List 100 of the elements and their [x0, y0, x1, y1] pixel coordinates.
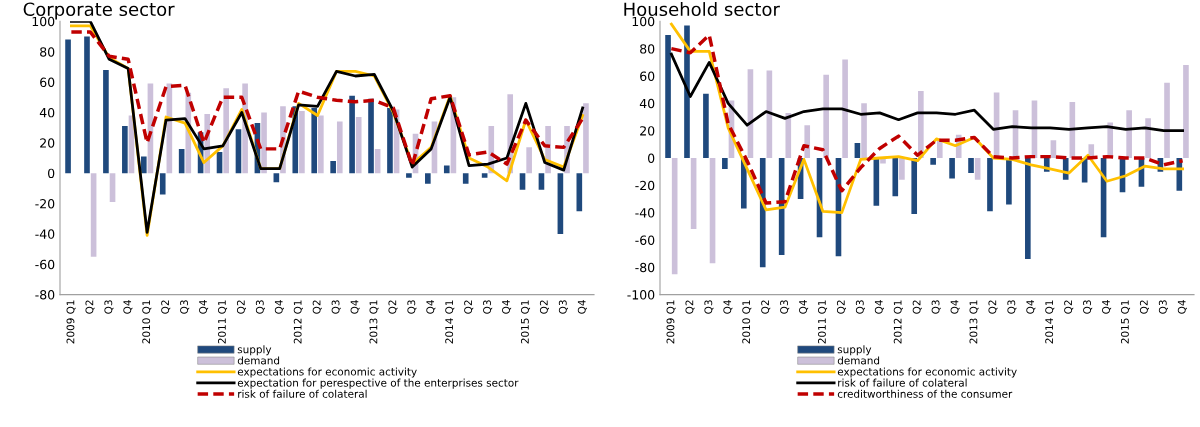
x-tick-label: 2011 Q1: [817, 300, 828, 344]
bar: [804, 125, 811, 158]
bar: [1183, 65, 1189, 158]
bar: [538, 173, 545, 190]
x-tick-label: Q2: [161, 300, 171, 314]
bar: [299, 110, 305, 174]
x-tick-label: 2010 Q1: [742, 300, 752, 344]
legend-label: demand: [837, 356, 880, 365]
bar: [122, 126, 128, 174]
x-tick-label: Q2: [685, 300, 695, 314]
legend-label: expectation for perespective of the enterprises sector: [237, 378, 519, 389]
y-tick-label: 20: [40, 138, 55, 148]
y-tick-label: 40: [39, 107, 55, 118]
line-series: [669, 52, 1185, 133]
legend-label: expectations for economic activity: [237, 367, 417, 378]
y-tick-label: 40: [639, 98, 655, 109]
x-tick-label: Q2: [464, 300, 474, 314]
y-tick-label: -60: [635, 235, 655, 245]
x-tick-label: 2009 Q1: [666, 300, 676, 344]
x-tick-label: Q4: [874, 300, 884, 314]
bar: [519, 173, 526, 190]
y-tick-label: 80: [40, 47, 55, 57]
bar: [1050, 140, 1057, 158]
bar: [861, 103, 867, 158]
y-tick-label: 100: [632, 16, 655, 27]
x-tick-label: Q4: [123, 300, 133, 314]
x-tick-label: 2012 Q1: [293, 300, 303, 344]
x-tick-label: Q2: [312, 300, 322, 314]
x-tick-label: Q3: [331, 300, 341, 314]
bar: [823, 74, 829, 158]
x-tick-label: Q3: [483, 300, 493, 314]
x-tick-label: Q3: [1083, 300, 1093, 314]
y-tick-label: 0: [48, 168, 55, 179]
x-tick-label: 2012 Q1: [893, 300, 903, 344]
x-tick-label: Q3: [780, 300, 790, 314]
x-tick-label: Q3: [855, 300, 865, 314]
bar: [583, 103, 589, 174]
bar: [330, 161, 336, 174]
bar: [911, 157, 918, 215]
y-tick-label: -80: [635, 262, 655, 273]
x-tick-label: Q2: [988, 300, 998, 314]
bar: [311, 107, 318, 174]
x-tick-label: 2014 Q1: [445, 300, 455, 344]
bar: [140, 156, 147, 174]
x-tick-label: Q3: [255, 300, 265, 314]
x-tick-label: 2009 Q1: [66, 300, 76, 344]
y-tick-label: -100: [627, 290, 655, 300]
bar: [318, 115, 324, 174]
legend-label: risk of failure of colateral: [838, 378, 967, 387]
y-tick-label: -40: [35, 229, 55, 239]
bar: [899, 157, 905, 180]
x-tick-label: 2013 Q1: [969, 300, 979, 344]
bar: [462, 173, 469, 184]
bar: [406, 173, 412, 178]
x-tick-label: Q4: [274, 300, 284, 314]
x-tick-label: Q2: [1139, 300, 1149, 314]
x-tick-label: Q4: [1026, 300, 1036, 314]
bar: [481, 173, 488, 178]
x-tick-label: Q2: [836, 300, 846, 314]
x-tick-label: Q4: [723, 300, 733, 314]
x-tick-label: Q4: [799, 300, 809, 314]
y-tick-label: -20: [635, 180, 655, 191]
y-tick-label: 0: [648, 153, 655, 163]
x-tick-label: Q4: [199, 300, 209, 314]
y-tick-label: 80: [640, 44, 655, 54]
y-tick-label: -80: [35, 290, 55, 300]
bar: [355, 117, 362, 174]
legend-label: supply: [237, 345, 272, 356]
x-tick-label: 2015 Q1: [1120, 300, 1131, 344]
x-tick-label: 2015 Q1: [520, 300, 531, 344]
bar: [949, 157, 955, 179]
legend-label: demand: [237, 356, 280, 365]
x-tick-label: 2010 Q1: [142, 300, 152, 344]
bar: [842, 59, 848, 158]
bar: [703, 93, 709, 158]
y-tick-label: -20: [35, 199, 55, 209]
bar: [930, 157, 936, 165]
bar: [425, 173, 431, 184]
bar: [968, 157, 974, 174]
chart-title: Household sector: [624, 2, 780, 17]
x-tick-label: Q2: [912, 300, 922, 314]
bar: [892, 157, 899, 197]
x-tick-label: Q4: [426, 300, 436, 314]
y-tick-label: 20: [640, 126, 655, 136]
x-tick-label: Q2: [236, 300, 246, 314]
x-tick-label: Q3: [180, 300, 190, 314]
x-tick-label: Q2: [388, 300, 398, 314]
x-tick-label: Q3: [1007, 300, 1017, 314]
x-tick-label: Q2: [1064, 300, 1074, 314]
bar: [1126, 110, 1132, 158]
bar: [65, 39, 71, 174]
x-tick-label: Q2: [85, 300, 95, 314]
bar: [1025, 157, 1031, 260]
x-tick-label: Q2: [761, 300, 771, 314]
x-tick-label: 2011 Q1: [217, 300, 228, 344]
x-tick-label: Q3: [407, 300, 417, 314]
bar: [1145, 118, 1151, 158]
x-tick-label: Q4: [577, 300, 587, 314]
x-tick-label: Q3: [704, 300, 714, 314]
x-tick-label: Q3: [1158, 300, 1168, 314]
